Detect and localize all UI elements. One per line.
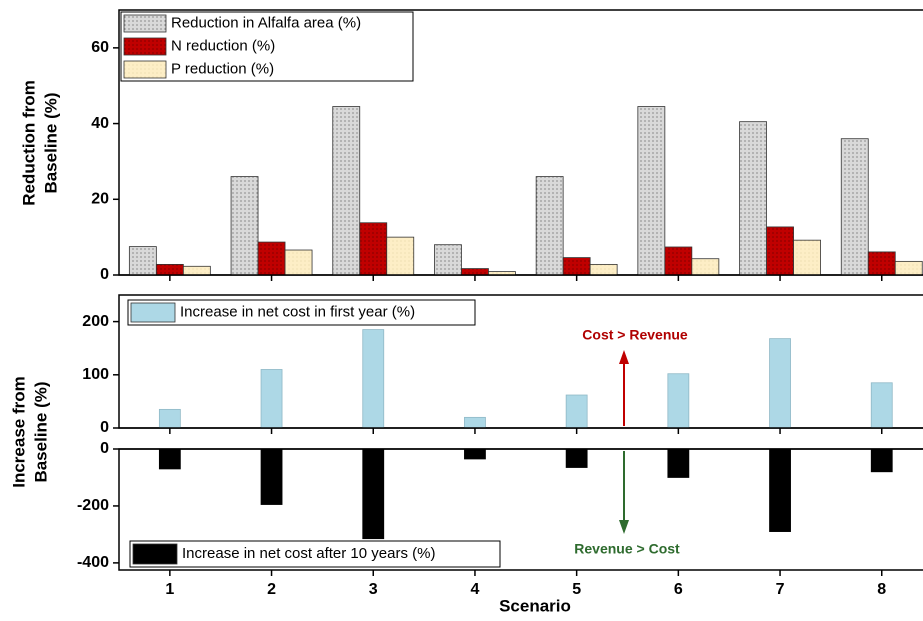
bar bbox=[386, 236, 415, 276]
bar bbox=[284, 249, 313, 276]
x-tick-label: 3 bbox=[369, 581, 378, 598]
bar bbox=[535, 176, 564, 276]
y-tick-label: 60 bbox=[91, 39, 109, 56]
y-tick-label: 100 bbox=[82, 366, 109, 383]
bar bbox=[667, 373, 690, 429]
bar bbox=[464, 448, 486, 460]
bar bbox=[870, 448, 893, 473]
bar bbox=[260, 448, 283, 505]
legend-box bbox=[127, 299, 476, 326]
bar bbox=[461, 268, 489, 276]
legend-swatch bbox=[132, 543, 178, 565]
bar bbox=[667, 448, 690, 478]
bar bbox=[260, 369, 283, 429]
bar bbox=[870, 382, 893, 429]
bar bbox=[766, 226, 794, 276]
bar bbox=[182, 265, 211, 276]
arrow-head bbox=[619, 520, 629, 534]
bar bbox=[769, 448, 791, 532]
bar bbox=[464, 416, 486, 429]
legend-swatch bbox=[123, 37, 167, 56]
bar bbox=[769, 338, 791, 429]
bar bbox=[155, 263, 184, 276]
y-tick-label: 0 bbox=[100, 419, 109, 436]
bar bbox=[840, 138, 869, 276]
x-tick-label: 4 bbox=[470, 581, 479, 598]
y-axis-label: Reduction from Baseline (%) bbox=[19, 80, 60, 206]
y-axis-label-line: Baseline (%) bbox=[41, 92, 60, 193]
bar bbox=[158, 448, 181, 470]
bar bbox=[739, 121, 767, 276]
bar bbox=[359, 222, 388, 276]
bar bbox=[691, 258, 720, 276]
annotation: Revenue > Cost bbox=[574, 541, 680, 557]
bar bbox=[793, 239, 821, 276]
bar bbox=[158, 408, 181, 429]
bar bbox=[128, 246, 157, 276]
bar bbox=[257, 241, 286, 276]
bar bbox=[637, 106, 666, 276]
y-tick-label: 0 bbox=[100, 440, 109, 457]
x-tick-label: 5 bbox=[572, 581, 581, 598]
bar bbox=[589, 263, 618, 276]
legend-label: P reduction (%) bbox=[171, 60, 274, 77]
y-tick-label: -200 bbox=[77, 497, 109, 514]
y-tick-label: -400 bbox=[77, 554, 109, 571]
y-axis-label-line: Increase from bbox=[9, 376, 28, 488]
x-axis-label: Scenario bbox=[499, 596, 571, 615]
legend-label: Reduction in Alfalfa area (%) bbox=[171, 14, 361, 31]
legend-swatch bbox=[123, 60, 167, 79]
legend-box bbox=[120, 11, 414, 82]
bar bbox=[565, 448, 588, 468]
bar bbox=[894, 260, 923, 276]
y-tick-label: 200 bbox=[82, 313, 109, 330]
bar bbox=[565, 394, 588, 429]
x-tick-label: 7 bbox=[776, 581, 785, 598]
x-tick-label: 2 bbox=[267, 581, 276, 598]
bar bbox=[332, 106, 361, 276]
legend-box bbox=[129, 540, 501, 568]
y-tick-label: 20 bbox=[91, 191, 109, 208]
arrow-head bbox=[619, 350, 629, 364]
y-axis-label-line: Reduction from bbox=[19, 80, 38, 206]
legend-label: N reduction (%) bbox=[171, 37, 275, 54]
y-tick-label: 40 bbox=[91, 115, 109, 132]
bar bbox=[562, 257, 591, 276]
bar bbox=[867, 251, 896, 276]
bar bbox=[434, 244, 462, 276]
annotation: Cost > Revenue bbox=[582, 327, 688, 343]
x-tick-label: 8 bbox=[877, 581, 886, 598]
legend-swatch bbox=[123, 14, 167, 33]
y-axis-label-line: Baseline (%) bbox=[31, 381, 50, 482]
legend-label: Increase in net cost after 10 years (%) bbox=[182, 545, 435, 562]
bar bbox=[362, 329, 385, 429]
legend-label: Increase in net cost in first year (%) bbox=[180, 303, 415, 320]
legend-swatch bbox=[130, 302, 176, 323]
x-tick-label: 6 bbox=[674, 581, 683, 598]
y-axis-label: Increase from Baseline (%) bbox=[9, 376, 50, 488]
bar bbox=[230, 176, 259, 276]
bar bbox=[362, 448, 385, 540]
y-tick-label: 0 bbox=[100, 266, 109, 283]
bar bbox=[664, 246, 693, 276]
x-tick-label: 1 bbox=[165, 581, 174, 598]
